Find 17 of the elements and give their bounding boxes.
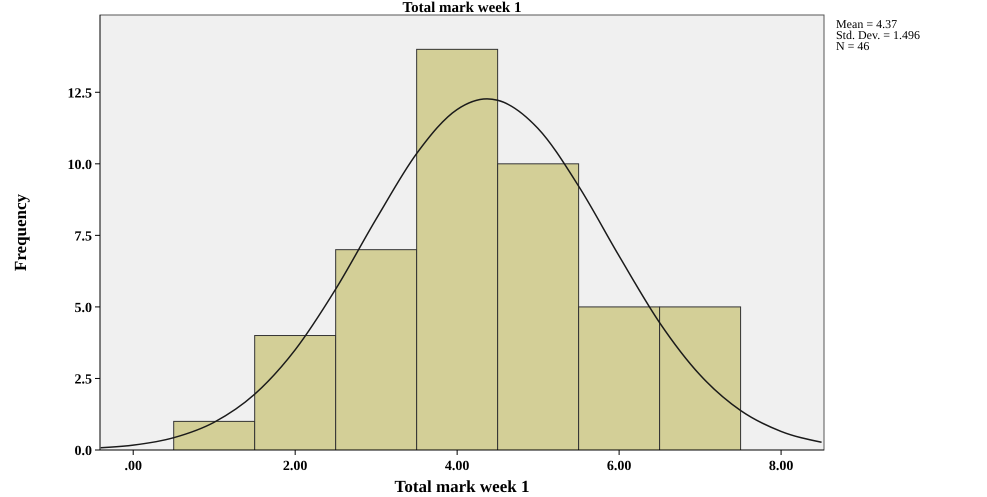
y-axis-title: Frequency bbox=[11, 193, 30, 272]
x-axis-title: Total mark week 1 bbox=[394, 477, 530, 496]
x-tick-label: .00 bbox=[124, 459, 142, 474]
y-tick-label: 2.5 bbox=[74, 372, 92, 388]
y-tick-label: 5.0 bbox=[74, 300, 92, 316]
chart-title: Total mark week 1 bbox=[402, 0, 522, 16]
text: Mean = 4.37 bbox=[836, 17, 898, 31]
x-tick-label: 2.00 bbox=[282, 459, 308, 474]
x-tick-label: 8.00 bbox=[768, 459, 794, 474]
x-tick-label: 6.00 bbox=[606, 459, 632, 474]
y-tick-label: 7.5 bbox=[74, 229, 92, 244]
y-tick-label: 0.0 bbox=[74, 444, 92, 459]
x-tick-label: 4.00 bbox=[444, 459, 470, 474]
y-tick-label: 10.0 bbox=[68, 158, 92, 173]
text: Std. Dev. = 1.496 bbox=[836, 28, 920, 42]
y-tick-label: 12.5 bbox=[68, 86, 92, 102]
text: N = 46 bbox=[836, 39, 870, 53]
